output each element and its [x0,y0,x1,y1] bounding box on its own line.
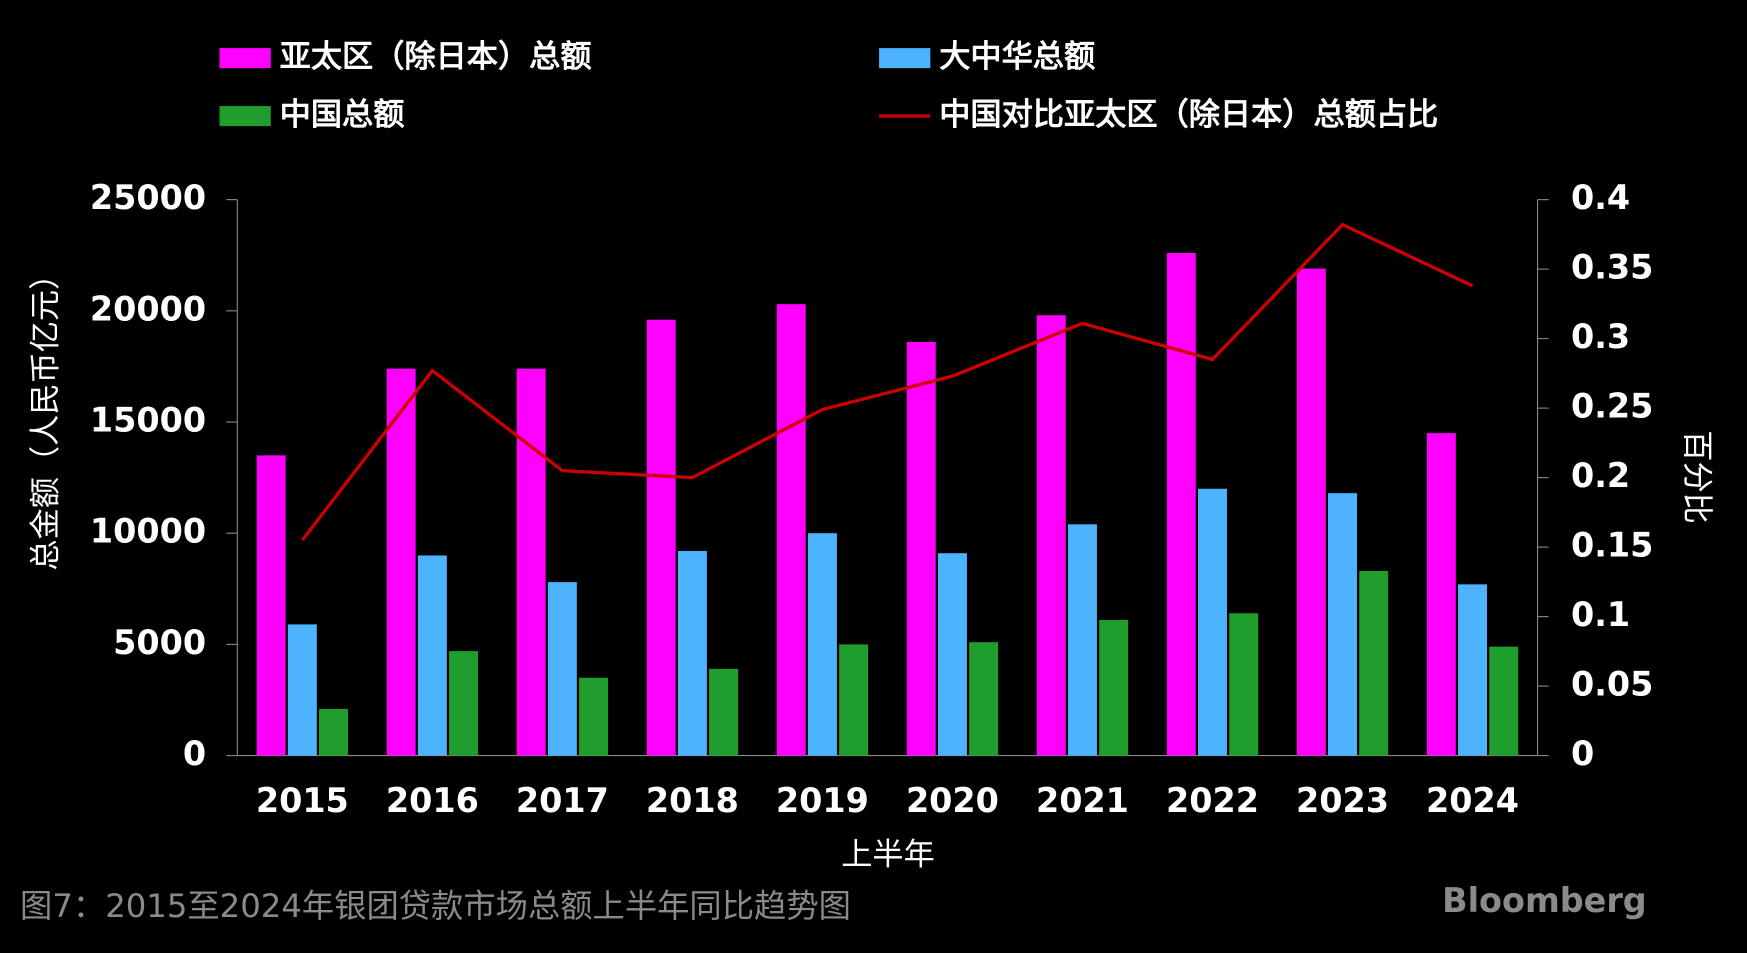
x-tick-label: 2021 [1036,781,1129,820]
y2-tick-label: 0.2 [1571,456,1630,495]
x-tick-label: 2022 [1166,781,1259,820]
bar [839,644,869,756]
bar [709,668,739,756]
x-tick-label: 2020 [906,781,999,820]
x-axis-label: 上半年 [841,837,935,873]
bar [1328,493,1357,756]
bar [1166,253,1196,756]
y-tick-label: 10000 [90,512,206,551]
y2-tick-label: 0.1 [1571,595,1630,634]
y-tick-label: 5000 [113,623,206,662]
bar [287,624,317,756]
x-tick-label: 2018 [646,781,739,820]
y-tick-label: 20000 [90,289,206,328]
bar [677,551,707,756]
y-axis-label: 总金额（人民币亿元） [28,259,64,571]
legend-label: 亚太区（除日本）总额 [280,39,592,75]
source: Bloomberg [1442,881,1647,920]
x-tick-label: 2024 [1426,781,1519,820]
legend-label: 中国总额 [280,97,405,133]
bar [646,319,676,756]
legend-label: 中国对比亚太区（除日本）总额占比 [939,97,1438,133]
bar [417,555,447,756]
bar [807,533,837,756]
y2-tick-label: 0.3 [1571,317,1630,356]
line [301,222,1474,542]
legend-label: 大中华总额 [939,39,1095,75]
bar [579,677,609,756]
legend-swatch [219,106,271,127]
x-tick-label: 2019 [776,781,869,820]
legend-swatch [879,48,931,69]
bar [776,304,806,756]
bar [906,341,936,756]
y2-tick-label: 0.05 [1571,665,1653,704]
bar [1489,646,1519,756]
bar [449,651,479,756]
bar [516,368,546,756]
y-tick-label: 25000 [90,178,206,217]
y2-tick-label: 0.4 [1571,178,1630,217]
bar [1229,613,1259,756]
bar [1036,315,1066,756]
y2-axis-label: 百分比 [1679,430,1715,524]
bar [1359,571,1389,756]
y2-tick-label: 0.15 [1571,526,1653,565]
y-tick-label: 15000 [90,401,206,440]
bar [1426,433,1456,756]
bar [969,642,999,756]
x-tick-label: 2016 [386,781,479,820]
x-tick-label: 2015 [256,781,349,820]
bar [1197,488,1227,756]
x-tick-label: 2017 [516,781,609,820]
bar [319,708,349,756]
y2-tick-label: 0.25 [1571,387,1653,426]
bar [937,553,967,756]
bar [1099,619,1129,756]
y2-tick-label: 0.35 [1571,248,1653,287]
bar [386,368,416,756]
bar [1296,268,1326,756]
bar [1458,584,1488,756]
legend-swatch [219,48,271,69]
caption: 图7：2015至2024年银团贷款市场总额上半年同比趋势图 [20,887,851,925]
bar [547,582,577,756]
bar [256,455,286,756]
y2-tick-label: 0 [1571,734,1594,773]
x-tick-label: 2023 [1296,781,1389,820]
bar [1067,524,1097,756]
y-tick-label: 0 [183,734,206,773]
